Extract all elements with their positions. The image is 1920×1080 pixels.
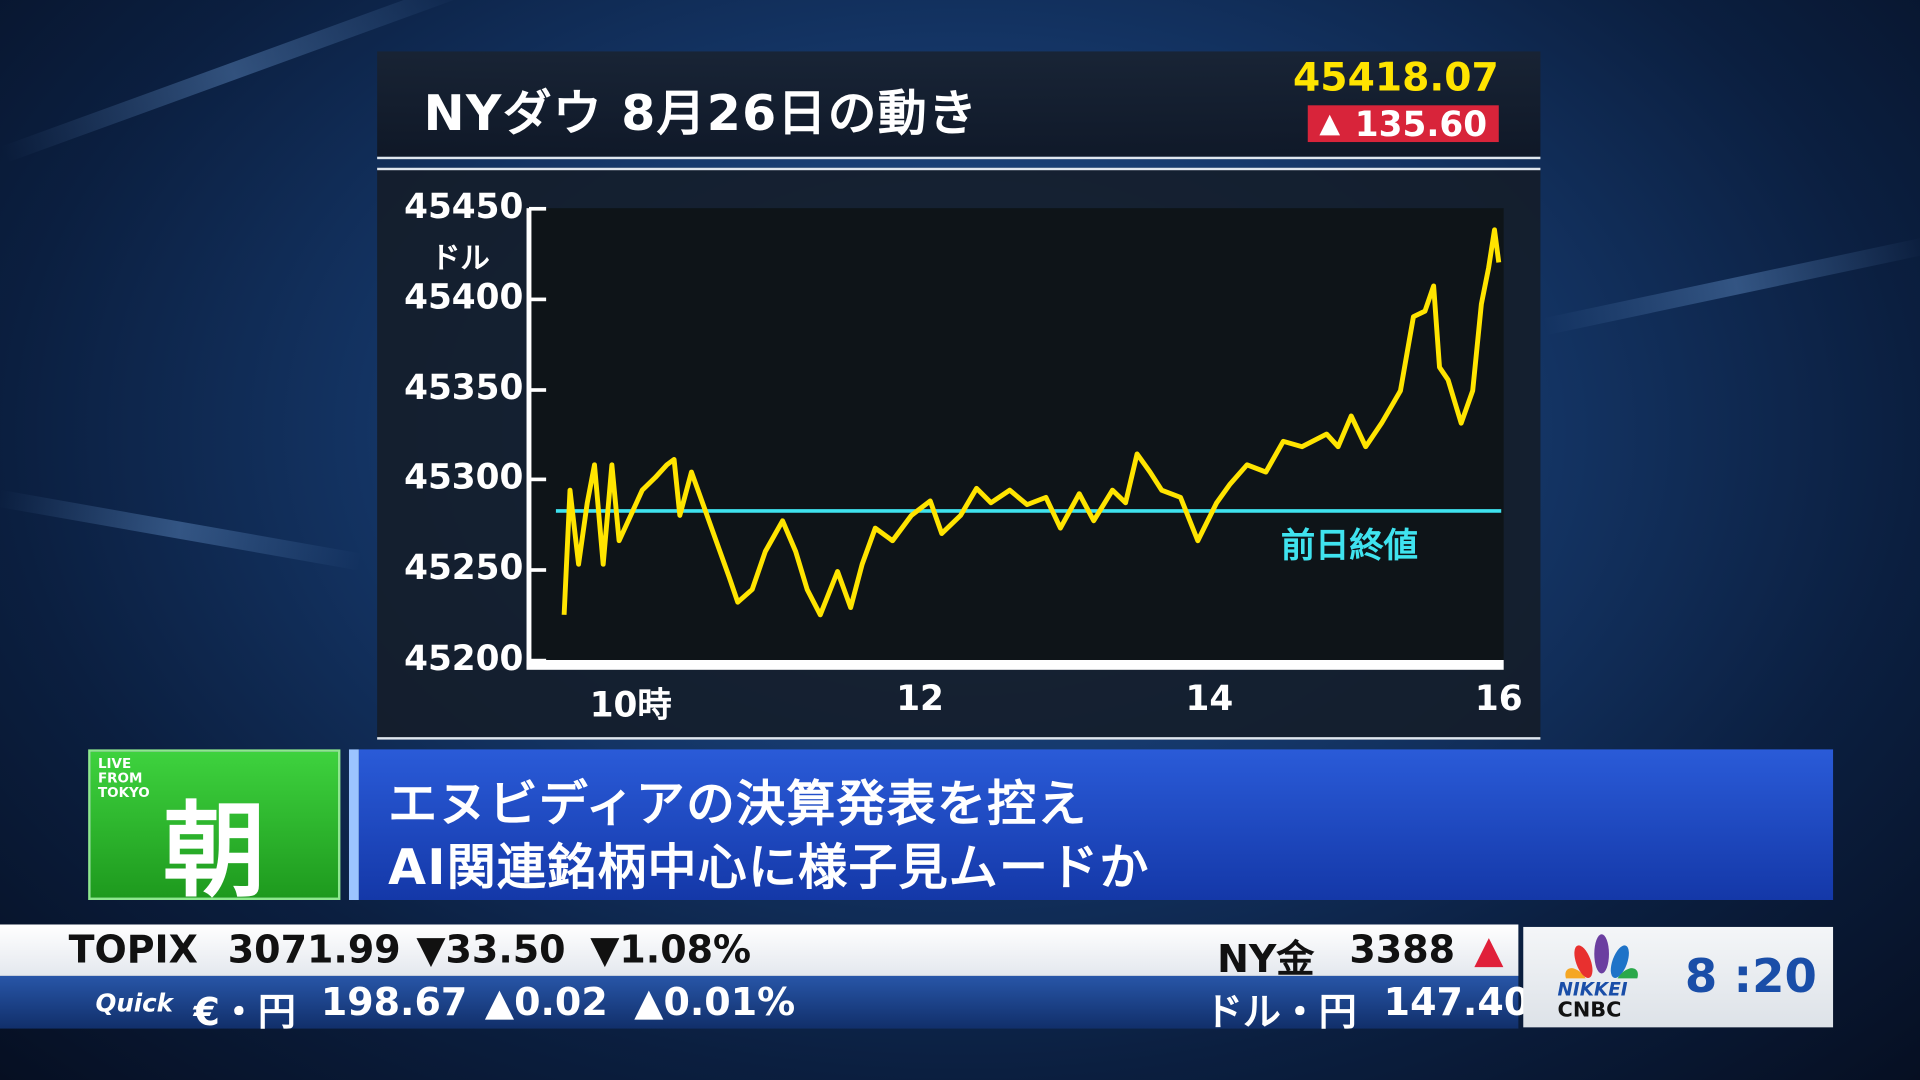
ticker-name: €・円 [193, 990, 296, 1035]
channel-box: NIKKEI CNBC 8 :20 [1523, 926, 1834, 1028]
ticker-value: 3388 [1349, 928, 1456, 973]
y-tick-mark [528, 297, 547, 301]
ticker-bottom: Quick €・円 198.67 ▲0.02 ▲0.01% ドル・円 147.4… [0, 975, 1530, 1035]
ticker-value: 3071.99 [227, 928, 401, 973]
y-tick-mark [528, 568, 547, 573]
program-title: 朝 [162, 791, 266, 912]
ticker-pct: ▲0.01% [634, 980, 796, 1025]
ticker-change: ▲0.02 [484, 980, 608, 1025]
plot-area: 前日終値 [528, 208, 1504, 663]
y-tick-label: 45450 [404, 186, 524, 227]
y-tick-label: 45300 [404, 457, 524, 498]
y-axis-line [526, 208, 532, 668]
headline-banner: エヌビディアの決算発表を控え AI関連銘柄中心に様子見ムードか [348, 749, 1834, 901]
x-tick-label: 16 [1474, 678, 1523, 719]
y-tick-label: 45250 [404, 547, 524, 588]
current-price: 45418.07 [1293, 53, 1499, 101]
program-logo: LIVE FROM TOKYO 朝 [88, 749, 341, 911]
change-badge: ▲ 135.60 [1307, 103, 1499, 144]
ticker-top: TOPIX 3071.99 ▼33.50 ▼1.08% NY金 3388 ▲ [0, 924, 1519, 982]
y-tick-label: 45200 [404, 637, 524, 679]
ticker-change: ▼33.50 [416, 928, 566, 973]
line-chart [555, 227, 1502, 618]
ticker-pct: ▼1.08% [590, 928, 752, 973]
up-arrow-icon: ▲ [1319, 108, 1341, 139]
nikkei-text: NIKKEI [1557, 978, 1628, 1001]
clock: 8 :20 [1684, 948, 1817, 1003]
headline-line-1: エヌビディアの決算発表を控え [388, 776, 1088, 833]
x-axis-line [526, 660, 1504, 670]
x-tick-label: 12 [896, 678, 944, 719]
x-tick-label: 14 [1185, 678, 1234, 719]
previous-close-label: 前日終値 [1280, 525, 1418, 566]
change-value: 135.60 [1354, 103, 1488, 144]
chart-panel: ドル 前日終値 45450 45400 45350 45300 45250 45200 10… [377, 167, 1541, 740]
x-tick-label: 10時 [589, 684, 672, 725]
y-tick-label: 45400 [404, 276, 524, 317]
y-tick-label: 45350 [404, 366, 524, 408]
quick-logo: Quick [95, 988, 173, 1018]
ticker-name: NY金 [1217, 937, 1315, 983]
ticker-value: 147.40 [1383, 980, 1531, 1025]
chart-title: NYダウ 8月26日の動き [423, 85, 979, 143]
y-tick-mark [528, 478, 547, 482]
y-tick-mark [528, 206, 547, 211]
price-series-line [561, 227, 1502, 618]
live-from-tokyo-label: LIVE FROM TOKYO [97, 755, 150, 801]
up-arrow-icon: ▲ [1474, 928, 1504, 973]
title-panel: NYダウ 8月26日の動き 45418.07 ▲ 135.60 [377, 51, 1541, 160]
peacock-logo-icon [1565, 934, 1638, 979]
background-streak [0, 489, 362, 571]
ticker-name: ドル・円 [1204, 990, 1357, 1035]
background-streak [1542, 236, 1920, 336]
cnbc-text: CNBC [1557, 997, 1622, 1023]
ticker-value: 198.67 [320, 980, 468, 1025]
y-tick-mark [528, 387, 547, 392]
ticker-name: TOPIX [68, 928, 198, 973]
y-axis-unit: ドル [431, 241, 490, 276]
headline-line-2: AI関連銘柄中心に様子見ムードか [388, 840, 1150, 897]
